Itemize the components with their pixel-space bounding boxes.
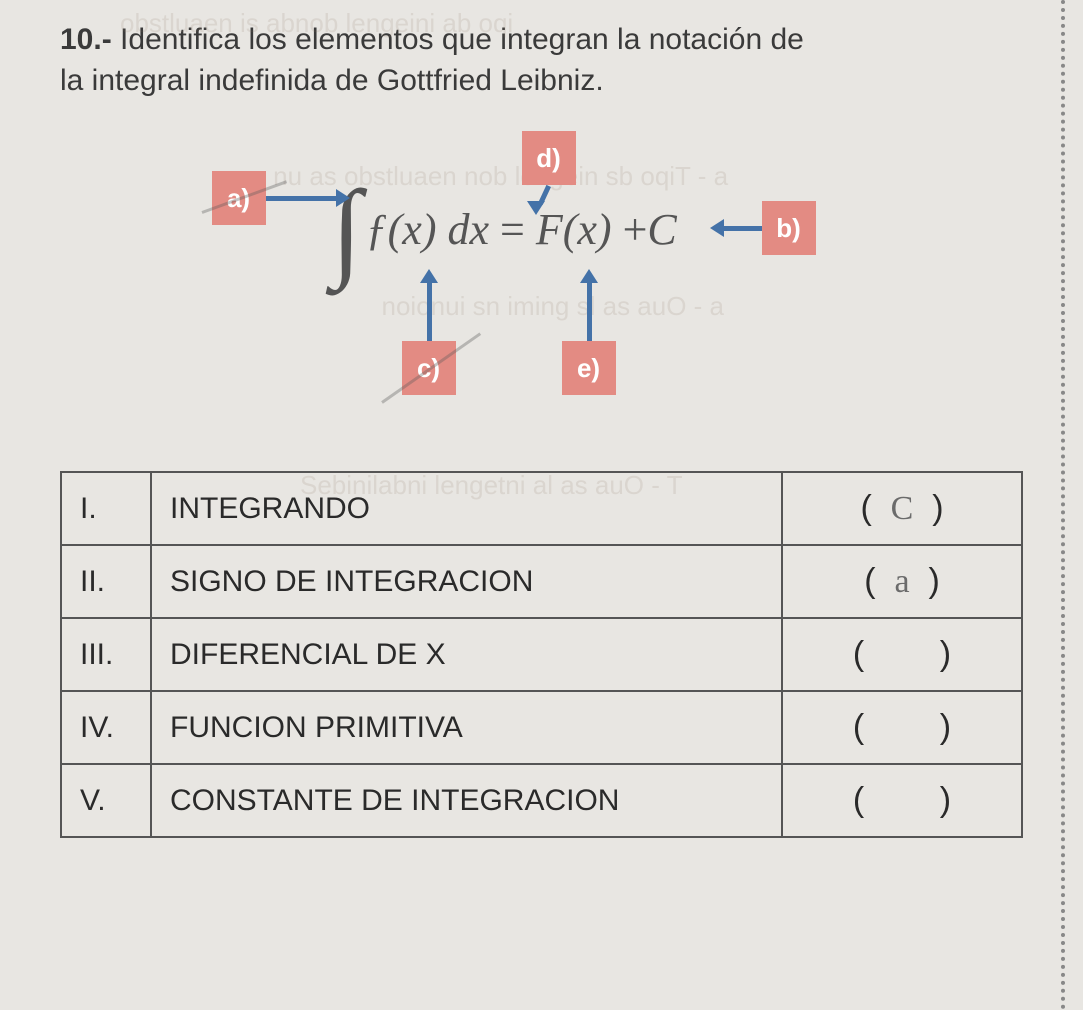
arrow-c-head — [420, 269, 438, 283]
arrow-a-head — [336, 189, 350, 207]
arrow-e — [587, 281, 592, 341]
arrow-a — [266, 196, 336, 201]
arrow-c — [427, 281, 432, 341]
question-line2: la integral indefinida de Gottfried Leib… — [60, 64, 604, 97]
primitive-function: F(x) — [536, 204, 612, 255]
table-row: II.SIGNO DE INTEGRACION( a ) — [61, 545, 1022, 618]
row-number: I. — [61, 472, 151, 545]
arrow-e-head — [580, 269, 598, 283]
table-row: I.INTEGRANDO( C ) — [61, 472, 1022, 545]
tag-d: d) — [522, 131, 576, 185]
row-answer[interactable]: ( ) — [782, 764, 1022, 837]
row-number: III. — [61, 618, 151, 691]
arrow-b — [722, 226, 762, 231]
answers-tbody: I.INTEGRANDO( C )II.SIGNO DE INTEGRACION… — [61, 472, 1022, 837]
question-prompt: 10.- Identifica los elementos que integr… — [60, 20, 1023, 101]
integral-formula: ∫ ƒ(x) dx = F(x) + C — [332, 191, 677, 268]
row-answer[interactable]: ( ) — [782, 691, 1022, 764]
arrow-d-head — [527, 201, 545, 215]
question-line1: Identifica los elementos que integran la… — [120, 23, 804, 56]
question-number: 10.- — [60, 23, 112, 56]
ghost-text: n nu as obstluaen nob lengein sb oqiT - … — [252, 161, 729, 192]
integrand: ƒ(x) — [366, 204, 437, 255]
answers-table: I.INTEGRANDO( C )II.SIGNO DE INTEGRACION… — [60, 471, 1023, 838]
row-number: II. — [61, 545, 151, 618]
row-number: IV. — [61, 691, 151, 764]
tag-e: e) — [562, 341, 616, 395]
row-label: SIGNO DE INTEGRACION — [151, 545, 782, 618]
integral-diagram: n nu as obstluaen nob lengein sb oqiT - … — [192, 131, 892, 431]
table-row: III.DIFERENCIAL DE X( ) — [61, 618, 1022, 691]
page-content: 10.- Identifica los elementos que integr… — [0, 0, 1083, 838]
row-answer[interactable]: ( a ) — [782, 545, 1022, 618]
row-number: V. — [61, 764, 151, 837]
plus-sign: + — [612, 204, 648, 255]
tag-b: b) — [762, 201, 816, 255]
row-label: FUNCION PRIMITIVA — [151, 691, 782, 764]
table-row: IV.FUNCION PRIMITIVA( ) — [61, 691, 1022, 764]
row-label: DIFERENCIAL DE X — [151, 618, 782, 691]
row-label: CONSTANTE DE INTEGRACION — [151, 764, 782, 837]
row-answer[interactable]: ( ) — [782, 618, 1022, 691]
row-label: INTEGRANDO — [151, 472, 782, 545]
arrow-b-head — [710, 219, 724, 237]
differential: dx — [447, 204, 489, 255]
constant: C — [647, 204, 676, 255]
ghost-text: noionui sn iming sl as auO - a — [382, 291, 725, 322]
row-answer[interactable]: ( C ) — [782, 472, 1022, 545]
formula-space — [436, 204, 447, 255]
table-row: V.CONSTANTE DE INTEGRACION( ) — [61, 764, 1022, 837]
